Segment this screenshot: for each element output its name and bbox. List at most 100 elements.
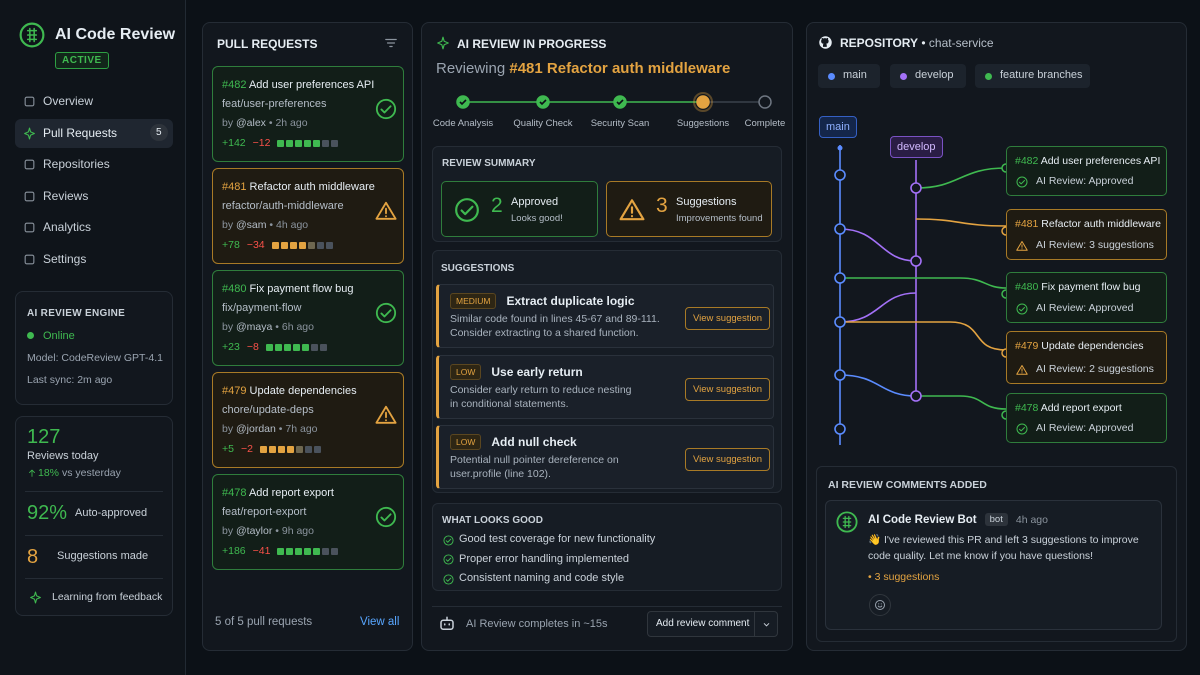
repo-card-status: AI Review: 3 suggestions (1036, 239, 1154, 251)
suggestion-line: Consider extracting to a shared function… (450, 327, 639, 339)
suggestion-title: Extract duplicate logic (506, 294, 635, 308)
comment-link[interactable]: • 3 suggestions (868, 571, 940, 583)
icon-ring (836, 511, 858, 533)
view-suggestion[interactable]: View suggestion (685, 307, 771, 330)
comment-author: AI Code Review Bot (868, 513, 977, 526)
suggestion-line: Similar code found in lines 45-67 and 89… (450, 313, 660, 325)
diff-square (313, 139, 321, 147)
summary-card: 2 Approved Looks good! (441, 181, 598, 237)
comments-title: AI REVIEW COMMENTS ADDED (828, 479, 987, 491)
pr-branch: feat/report-export (222, 506, 307, 518)
suggestion: LOW Use early return Consider early return… (436, 355, 774, 419)
repo-card[interactable]: #479 Update dependencies AI Review: 2 sug… (1006, 331, 1167, 384)
pr-card[interactable]: #479 Update dependencies chore/update-dep… (212, 372, 404, 468)
nav-item[interactable]: Analytics (43, 220, 92, 234)
reaction[interactable] (869, 594, 891, 616)
diff-squares (271, 241, 333, 249)
icon-brain (26, 27, 38, 43)
by: by (222, 423, 234, 435)
check-icon (375, 302, 397, 324)
icon-ring (375, 98, 397, 120)
summary-sub: Looks good! (511, 213, 563, 224)
repo-card-number: #482 (1015, 155, 1039, 167)
diff-square (274, 343, 282, 351)
nav-item[interactable]: Pull Requests (43, 126, 118, 140)
pr-number: #480 (222, 283, 247, 295)
comments-panel (816, 466, 1177, 642)
nav-item[interactable]: Reviews (43, 189, 89, 203)
spark-icon (437, 36, 449, 50)
comment-button[interactable]: Add review comment (647, 611, 778, 637)
comment-time: 4h ago (1015, 513, 1048, 526)
icon-tick (1019, 180, 1025, 185)
diff-square (307, 241, 315, 249)
suggestion-line: in conditional statements. (450, 398, 569, 410)
review-pr-title: Refactor auth middleware (546, 60, 731, 77)
repo-card[interactable]: #480 Fix payment flow bug AI Review: Appr… (1006, 272, 1167, 323)
pr-meta: by @maya • 6h ago (222, 321, 314, 333)
icon-ring (1016, 303, 1028, 315)
diff-squares (277, 547, 339, 555)
repo-card-title: Fix payment flow bug (1041, 281, 1141, 293)
stats-panel (15, 416, 173, 616)
pr-card[interactable]: #481 Refactor auth middleware refactor/au… (212, 168, 404, 264)
repo-card-heading: #482 Add user preferences API (1015, 155, 1160, 167)
icon-shape (24, 191, 34, 201)
suggestion-title: Use early return (491, 365, 583, 379)
graph-label-main: main (819, 116, 857, 138)
diff-square (319, 343, 327, 351)
diff-square (316, 241, 324, 249)
summary-card: 3 Suggestions Improvements found (606, 181, 772, 237)
pr-card[interactable]: #480 Fix payment flow bug fix/payment-flo… (212, 270, 404, 366)
nav-item[interactable]: Overview (43, 94, 94, 108)
nav-item[interactable]: Settings (43, 252, 87, 266)
icon-triangle (1016, 365, 1028, 375)
stat-reviews-label: Reviews today (27, 450, 99, 462)
trend-label: vs yesterday (61, 467, 121, 479)
repo-card[interactable]: #482 Add user preferences API AI Review: … (1006, 146, 1167, 196)
diff-square (331, 139, 339, 147)
logo-icon (19, 22, 45, 48)
repo-card-heading: #481 Refactor auth middleware (1015, 218, 1161, 230)
icon-mouth (877, 603, 883, 608)
check-icon (442, 534, 454, 546)
summary-count: 2 (491, 194, 503, 217)
spark-icon (23, 127, 35, 139)
view-all[interactable]: View all (360, 616, 400, 628)
icon-tick (380, 105, 392, 114)
engine-title: AI REVIEW ENGINE (27, 308, 126, 319)
branch-name: feature branches (1000, 69, 1083, 81)
nav-item[interactable]: Repositories (43, 157, 110, 171)
diff-square (313, 547, 321, 555)
diff-square (295, 139, 303, 147)
good-panel (432, 503, 782, 591)
step-label: Suggestions (676, 118, 730, 129)
review-heading: Reviewing #481 Refactor auth middleware (436, 60, 730, 77)
pr-card[interactable]: #482 Add user preferences API feat/user-p… (212, 66, 404, 162)
repo-card-status: AI Review: Approved (1036, 302, 1134, 314)
summary-sub: Improvements found (676, 213, 763, 224)
icon-spark (437, 36, 449, 50)
icon-ring (455, 198, 479, 222)
icon-triangle (1016, 241, 1028, 251)
box-icon (24, 222, 34, 232)
repo-card-heading: #478 Add report export (1015, 402, 1122, 414)
diff-square (310, 343, 318, 351)
pr-number: #482 (222, 79, 247, 91)
repo-card[interactable]: #478 Add report export AI Review: Approve… (1006, 393, 1167, 443)
brand: AI Code Review (55, 26, 176, 43)
by: by (222, 525, 234, 537)
pr-card[interactable]: #478 Add report export feat/report-export… (212, 474, 404, 570)
repo-card[interactable]: #481 Refactor auth middleware AI Review: … (1006, 209, 1167, 260)
box-icon (24, 96, 34, 106)
view-suggestion[interactable]: View suggestion (685, 448, 771, 471)
repo-card-title: Add report export (1040, 402, 1122, 414)
branch-name: main (843, 69, 867, 81)
repo-card-status: AI Review: Approved (1036, 175, 1134, 187)
view-suggestion[interactable]: View suggestion (685, 378, 771, 401)
review-status: AI Review completes in ~15s (466, 618, 608, 630)
pr-meta: by @sam • 4h ago (222, 219, 309, 231)
icon-ring (442, 554, 454, 565)
check-icon (1016, 303, 1028, 315)
